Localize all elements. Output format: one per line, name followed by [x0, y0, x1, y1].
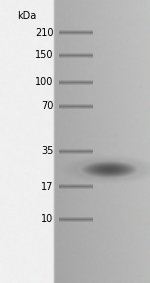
Text: 10: 10 — [41, 214, 53, 224]
Text: 100: 100 — [35, 77, 53, 87]
Text: 150: 150 — [35, 50, 53, 60]
Text: kDa: kDa — [17, 10, 37, 21]
Text: 210: 210 — [35, 27, 53, 38]
Text: 35: 35 — [41, 146, 53, 156]
Text: 17: 17 — [41, 182, 53, 192]
Text: 70: 70 — [41, 101, 53, 111]
